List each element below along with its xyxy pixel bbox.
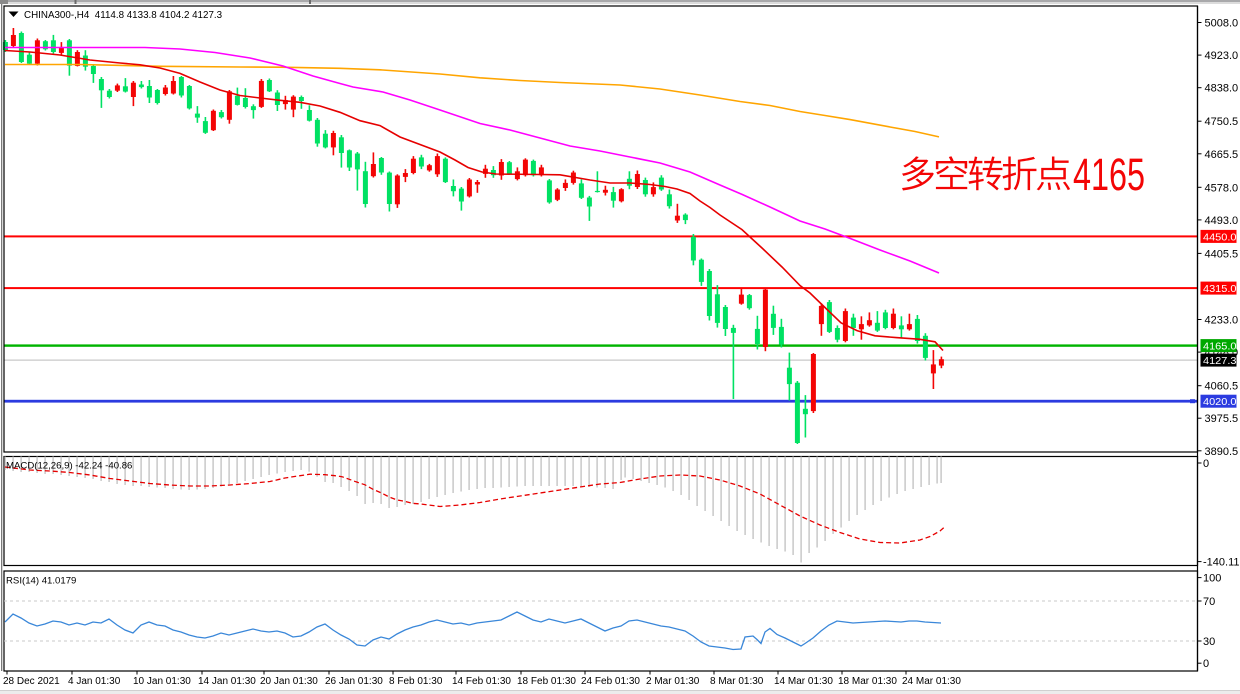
svg-text:18 Mar 01:30: 18 Mar 01:30 [838, 676, 897, 687]
svg-text:24 Mar 01:30: 24 Mar 01:30 [902, 676, 961, 687]
svg-text:4838.0: 4838.0 [1205, 83, 1239, 95]
svg-text:4060.5: 4060.5 [1205, 381, 1239, 393]
svg-text:4165.0: 4165.0 [1203, 341, 1237, 353]
svg-text:24 Feb 01:30: 24 Feb 01:30 [581, 676, 640, 687]
svg-text:30: 30 [1203, 636, 1215, 648]
svg-text:20 Jan 01:30: 20 Jan 01:30 [260, 676, 318, 687]
svg-text:4315.0: 4315.0 [1203, 283, 1237, 295]
svg-text:4923.0: 4923.0 [1205, 50, 1239, 62]
svg-text:100: 100 [1203, 573, 1221, 585]
svg-text:CHINA300-,H4 4114.8 4133.8 41: CHINA300-,H4 4114.8 4133.8 4104.2 4127.3 [24, 10, 223, 21]
svg-text:8 Mar 01:30: 8 Mar 01:30 [710, 676, 764, 687]
svg-text:4578.0: 4578.0 [1205, 182, 1239, 194]
svg-text:4020.0: 4020.0 [1203, 396, 1237, 408]
svg-text:70: 70 [1203, 596, 1215, 608]
svg-text:14 Feb 01:30: 14 Feb 01:30 [452, 676, 511, 687]
svg-text:8 Feb 01:30: 8 Feb 01:30 [389, 676, 443, 687]
svg-text:4665.5: 4665.5 [1205, 149, 1239, 161]
svg-text:14 Jan 01:30: 14 Jan 01:30 [198, 676, 256, 687]
svg-text:-140.11: -140.11 [1203, 557, 1240, 569]
svg-text:0: 0 [1203, 458, 1209, 470]
svg-text:18 Feb 01:30: 18 Feb 01:30 [517, 676, 576, 687]
svg-text:4233.0: 4233.0 [1205, 315, 1239, 327]
svg-text:4405.5: 4405.5 [1205, 248, 1239, 260]
svg-text:4450.0: 4450.0 [1203, 231, 1237, 243]
svg-text:14 Mar 01:30: 14 Mar 01:30 [774, 676, 833, 687]
svg-text:MACD(12,26,9) -42.24 -40.86: MACD(12,26,9) -42.24 -40.86 [6, 461, 132, 472]
svg-text:0: 0 [1203, 658, 1209, 670]
svg-text:4127.3: 4127.3 [1203, 355, 1237, 367]
svg-text:5008.0: 5008.0 [1205, 18, 1239, 30]
svg-text:10 Jan 01:30: 10 Jan 01:30 [133, 676, 191, 687]
svg-text:4750.5: 4750.5 [1205, 116, 1239, 128]
svg-text:26 Jan 01:30: 26 Jan 01:30 [325, 676, 383, 687]
svg-text:4 Jan 01:30: 4 Jan 01:30 [68, 676, 121, 687]
svg-text:28 Dec 2021: 28 Dec 2021 [3, 676, 60, 687]
svg-text:4493.0: 4493.0 [1205, 215, 1239, 227]
svg-text:4165: 4165 [1073, 149, 1145, 200]
svg-text:2 Mar 01:30: 2 Mar 01:30 [646, 676, 700, 687]
svg-text:RSI(14) 41.0179: RSI(14) 41.0179 [6, 576, 76, 587]
svg-text:3975.5: 3975.5 [1205, 413, 1239, 425]
svg-text:3890.5: 3890.5 [1205, 446, 1239, 458]
